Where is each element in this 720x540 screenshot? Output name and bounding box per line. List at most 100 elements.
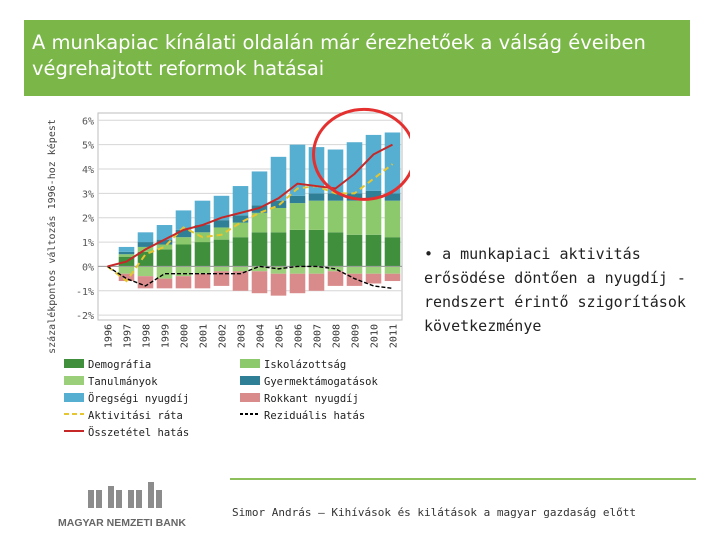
bar-segment (194, 266, 211, 274)
bar-segment (251, 271, 268, 294)
footer-text: Simor András – Kihívások és kilátások a … (232, 506, 636, 519)
legend-swatch (240, 359, 260, 368)
bar-segment (156, 244, 173, 250)
bar-segment (308, 266, 325, 274)
bar-segment (365, 190, 382, 199)
bar-segment (232, 186, 249, 216)
bar-segment (308, 193, 325, 201)
bar-segment (327, 193, 344, 201)
bar-segment (270, 273, 287, 296)
legend-label: Összetétel hatás (88, 426, 189, 439)
series-line (107, 143, 393, 268)
bar-segment (137, 242, 154, 247)
bar-segment (137, 266, 154, 277)
y-tick-label: 6% (82, 116, 94, 127)
legend-swatch (64, 376, 84, 385)
bar-segment (289, 273, 306, 294)
bar-segment (156, 239, 173, 245)
bar-segment (175, 276, 192, 289)
bar-segment (194, 225, 211, 233)
bar-segment (308, 229, 325, 267)
legend-label: Rokkant nyugdíj (264, 393, 359, 405)
bullet-marker: • (424, 245, 434, 263)
bar-segment (384, 132, 401, 194)
bar-segment (270, 207, 287, 233)
bar-segment (175, 244, 192, 267)
bar-segment (251, 205, 268, 213)
bar-segment (346, 193, 363, 201)
slide-title: A munkapiac kínálati oldalán már érezhet… (32, 31, 646, 80)
x-tick-label: 1997 (123, 324, 134, 348)
bar-segment (194, 200, 211, 226)
x-tick-label: 2004 (256, 324, 267, 348)
bar-segment (118, 266, 135, 274)
labor-supply-chart: -2% -1% 0% 1% 2% 3% 4% 5% 6% százalékpontos válto… (46, 107, 410, 439)
y-axis-label: százalékpontos változás 1996-hoz képest (46, 119, 58, 354)
x-tick-label: 1998 (142, 324, 153, 348)
mnb-logo-icon: MAGYAR NEMZETI BANK (58, 482, 186, 529)
bar-segment (365, 266, 382, 274)
bar-segment (327, 232, 344, 267)
bar-segment (232, 266, 249, 272)
legend-label: Demográfia (88, 359, 151, 371)
bar-segment (270, 156, 287, 201)
bar-segment (213, 227, 230, 240)
y-tick-label: 4% (82, 165, 94, 176)
bar-segment (232, 271, 249, 291)
bar-segment (251, 212, 268, 233)
bar-segment (175, 210, 192, 230)
bar-segment (289, 195, 306, 204)
bar-segment (289, 203, 306, 230)
bar-segment (194, 242, 211, 267)
bar-segment (194, 273, 211, 289)
bar-segment (346, 200, 363, 235)
bullet-point: • a munkapiaci aktivitás erősödése döntő… (424, 242, 694, 338)
bar-segment (137, 251, 154, 267)
bar-segment (213, 195, 230, 221)
bar-segment (346, 266, 363, 274)
bar-segment (327, 271, 344, 286)
bar-segment (213, 239, 230, 267)
bar-segment (270, 232, 287, 267)
bar-segment (232, 215, 249, 223)
x-tick-label: 2009 (351, 324, 362, 348)
bar-segment (213, 266, 230, 272)
bar-segment (137, 232, 154, 243)
bar-segment (365, 273, 382, 284)
bar-segment (118, 246, 135, 252)
title-bar: A munkapiac kínálati oldalán már érezhet… (24, 20, 690, 96)
x-tick-label: 2002 (218, 324, 229, 348)
x-tick-label: 2010 (370, 324, 381, 348)
y-tick-label: 2% (82, 214, 94, 225)
legend-label: Gyermektámogatások (264, 376, 378, 388)
y-tick-label: 3% (82, 189, 94, 200)
bar-segment (213, 220, 230, 228)
y-tick-label: 5% (82, 141, 94, 152)
bar-segment (213, 271, 230, 286)
bar-segment (118, 273, 135, 282)
x-tick-label: 2001 (199, 324, 210, 348)
bar-segment (251, 232, 268, 267)
bar-segment (327, 149, 344, 194)
bar-segment (156, 249, 173, 267)
bar-segment (384, 266, 401, 274)
x-tick-label: 2003 (237, 324, 248, 348)
y-tick-label: 1% (82, 238, 94, 249)
bar-segment (289, 144, 306, 196)
bar-segment (232, 237, 249, 267)
bar-segment (118, 251, 135, 255)
bar-segment (308, 200, 325, 230)
logo-text: MAGYAR NEMZETI BANK (58, 517, 186, 529)
x-tick-label: 1996 (104, 324, 115, 348)
mnb-logo: MAGYAR NEMZETI BANK (52, 478, 202, 534)
legend-swatch (64, 359, 84, 368)
x-tick-label: 2000 (180, 324, 191, 348)
y-tick-label: -2% (76, 311, 94, 322)
legend-label: Öregségi nyugdíj (88, 392, 189, 405)
bar-segment (384, 237, 401, 267)
bar-segment (384, 273, 401, 282)
x-tick-label: 2008 (332, 324, 343, 348)
bar-segment (175, 229, 192, 238)
bar-segment (327, 200, 344, 233)
bar-segment (346, 142, 363, 194)
